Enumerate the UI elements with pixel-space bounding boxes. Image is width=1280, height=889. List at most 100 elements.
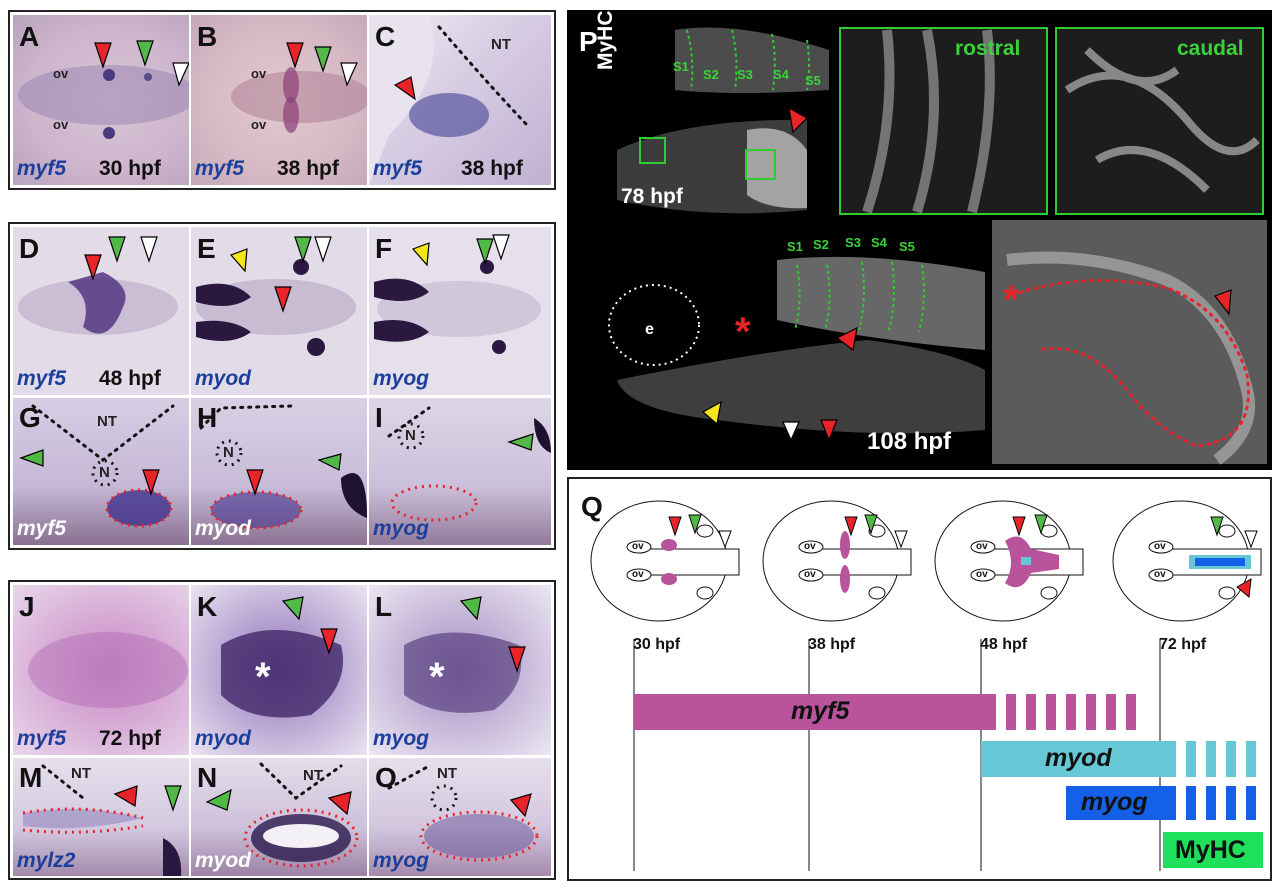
panel-g-image: G NT N myf5: [13, 398, 189, 545]
red-arrowhead-icon: [274, 286, 292, 313]
yellow-arrowhead-icon: [229, 248, 248, 273]
green-arrowhead-icon: [205, 788, 232, 811]
ov-label: ov: [53, 117, 69, 132]
panel-b-drawing: [231, 42, 367, 133]
panel-label-q: Q: [581, 491, 603, 522]
myod-bar: [981, 741, 1176, 777]
stage-tick-30hpf: 30 hpf: [633, 636, 681, 653]
myod-bar-label: myod: [1045, 744, 1112, 772]
stage-label-72hpf: 72 hpf: [99, 727, 161, 750]
panel-label-n: N: [197, 762, 218, 793]
gene-label-myod: myod: [195, 517, 252, 540]
gene-label-myf5: myf5: [17, 517, 67, 540]
white-arrowhead-icon: [314, 236, 332, 263]
green-arrowhead-icon: [314, 46, 332, 73]
gene-label-myf5: myf5: [373, 157, 423, 180]
panel-i-image: I N myog: [369, 398, 551, 545]
gene-label-myf5: myf5: [17, 367, 67, 390]
caudal-label: caudal: [1177, 37, 1244, 60]
panel-c-image: C NT myf5 38 hpf: [369, 15, 551, 185]
gene-label-myod: myod: [195, 367, 252, 390]
ov-label: ov: [1154, 569, 1166, 580]
red-arrowhead-icon: [327, 791, 352, 816]
panel-j-drawing: [28, 632, 188, 708]
stage-label-30hpf: 30 hpf: [99, 157, 161, 180]
panel-label-a: A: [19, 21, 40, 52]
white-arrowhead-icon: [140, 236, 158, 263]
somite-label: S5: [805, 73, 821, 88]
red-arrowhead-icon: [286, 42, 304, 69]
panel-label-d: D: [19, 233, 40, 264]
yellow-arrowhead-icon: [701, 400, 722, 426]
red-arrowhead-icon: [1214, 289, 1232, 316]
stage-label-48hpf: 48 hpf: [99, 367, 161, 390]
ov-label: ov: [632, 569, 644, 580]
ov-label: ov: [976, 541, 988, 552]
white-arrowhead-icon: [492, 234, 510, 261]
panel-label-f: F: [375, 233, 393, 264]
green-arrowhead-icon: [19, 449, 44, 467]
ov-label: ov: [251, 117, 267, 132]
nt-label: NT: [303, 767, 323, 784]
gene-label-myod: myod: [195, 727, 252, 750]
asterisk-marker: *: [429, 655, 445, 699]
panel-label-b: B: [197, 21, 218, 52]
stage-label-38hpf: 38 hpf: [461, 157, 523, 180]
n-label: N: [99, 464, 110, 481]
stage-label-38hpf: 38 hpf: [277, 157, 339, 180]
gene-label-myf5: myf5: [17, 727, 67, 750]
myhc-bar: [1163, 832, 1263, 868]
panel-label-h: H: [197, 402, 218, 433]
stage-tick-38hpf: 38 hpf: [808, 636, 856, 653]
panel-n-drawing: [205, 762, 359, 868]
stage-tick-48hpf: 48 hpf: [980, 636, 1028, 653]
gene-label-mylz2: mylz2: [17, 849, 76, 872]
ov-label: ov: [804, 541, 816, 552]
asterisk-marker: *: [1003, 278, 1019, 322]
panel-label-i: I: [375, 402, 383, 433]
myhc-label: MyHC: [594, 10, 617, 70]
green-arrowhead-icon: [136, 40, 154, 67]
rostral-label: rostral: [955, 37, 1021, 60]
red-arrowhead-icon: [142, 469, 160, 496]
panel-e-drawing: [196, 236, 356, 356]
red-arrowhead-icon: [393, 76, 416, 101]
panel-label-o: O: [375, 762, 397, 793]
panel-label-g: G: [19, 402, 41, 433]
somite-label: S5: [899, 239, 915, 254]
asterisk-marker: *: [735, 310, 751, 354]
stage-label-78hpf: 78 hpf: [621, 185, 683, 208]
caudal-inset: [1055, 27, 1264, 215]
gene-label-myf5: myf5: [195, 157, 245, 180]
panel-q-content: Q ov ov ov ov ov ov ov ov 30 hpf 38 hpf …: [569, 479, 1270, 879]
red-arrowhead-icon: [113, 785, 138, 808]
green-arrowhead-icon: [294, 236, 312, 263]
panel-g-drawing: [19, 404, 175, 528]
panel-j-image: J myf5 72 hpf: [13, 585, 189, 755]
somite-label: S1: [787, 239, 803, 254]
green-arrowhead-icon: [459, 596, 482, 621]
panel-m-image: M NT mylz2: [13, 758, 189, 876]
panel-d-drawing: [18, 236, 178, 335]
panel-f-image: F myog: [369, 227, 551, 395]
gene-label-myog: myog: [373, 517, 430, 540]
n-label: N: [405, 427, 416, 444]
green-arrowhead-icon: [281, 596, 304, 621]
nt-label: NT: [491, 36, 511, 53]
red-arrowhead-icon: [835, 326, 858, 352]
panel-e-image: E myod: [191, 227, 367, 395]
panel-a-drawing: [18, 40, 189, 139]
panel-label-m: M: [19, 762, 43, 793]
white-arrowhead-icon: [340, 62, 358, 87]
myog-bar: [1066, 786, 1176, 820]
caudal-roi-box: [745, 149, 776, 180]
asterisk-marker: *: [255, 655, 271, 699]
red-arrowhead-icon: [508, 646, 526, 673]
somite-label: S3: [845, 235, 861, 250]
red-arrowhead-icon: [820, 419, 838, 442]
ov-label: ov: [632, 541, 644, 552]
panel-k-drawing: [221, 596, 343, 718]
panel-label-j: J: [19, 591, 35, 622]
red-arrowhead-icon: [320, 628, 338, 655]
red-arrowhead-icon: [246, 469, 264, 496]
